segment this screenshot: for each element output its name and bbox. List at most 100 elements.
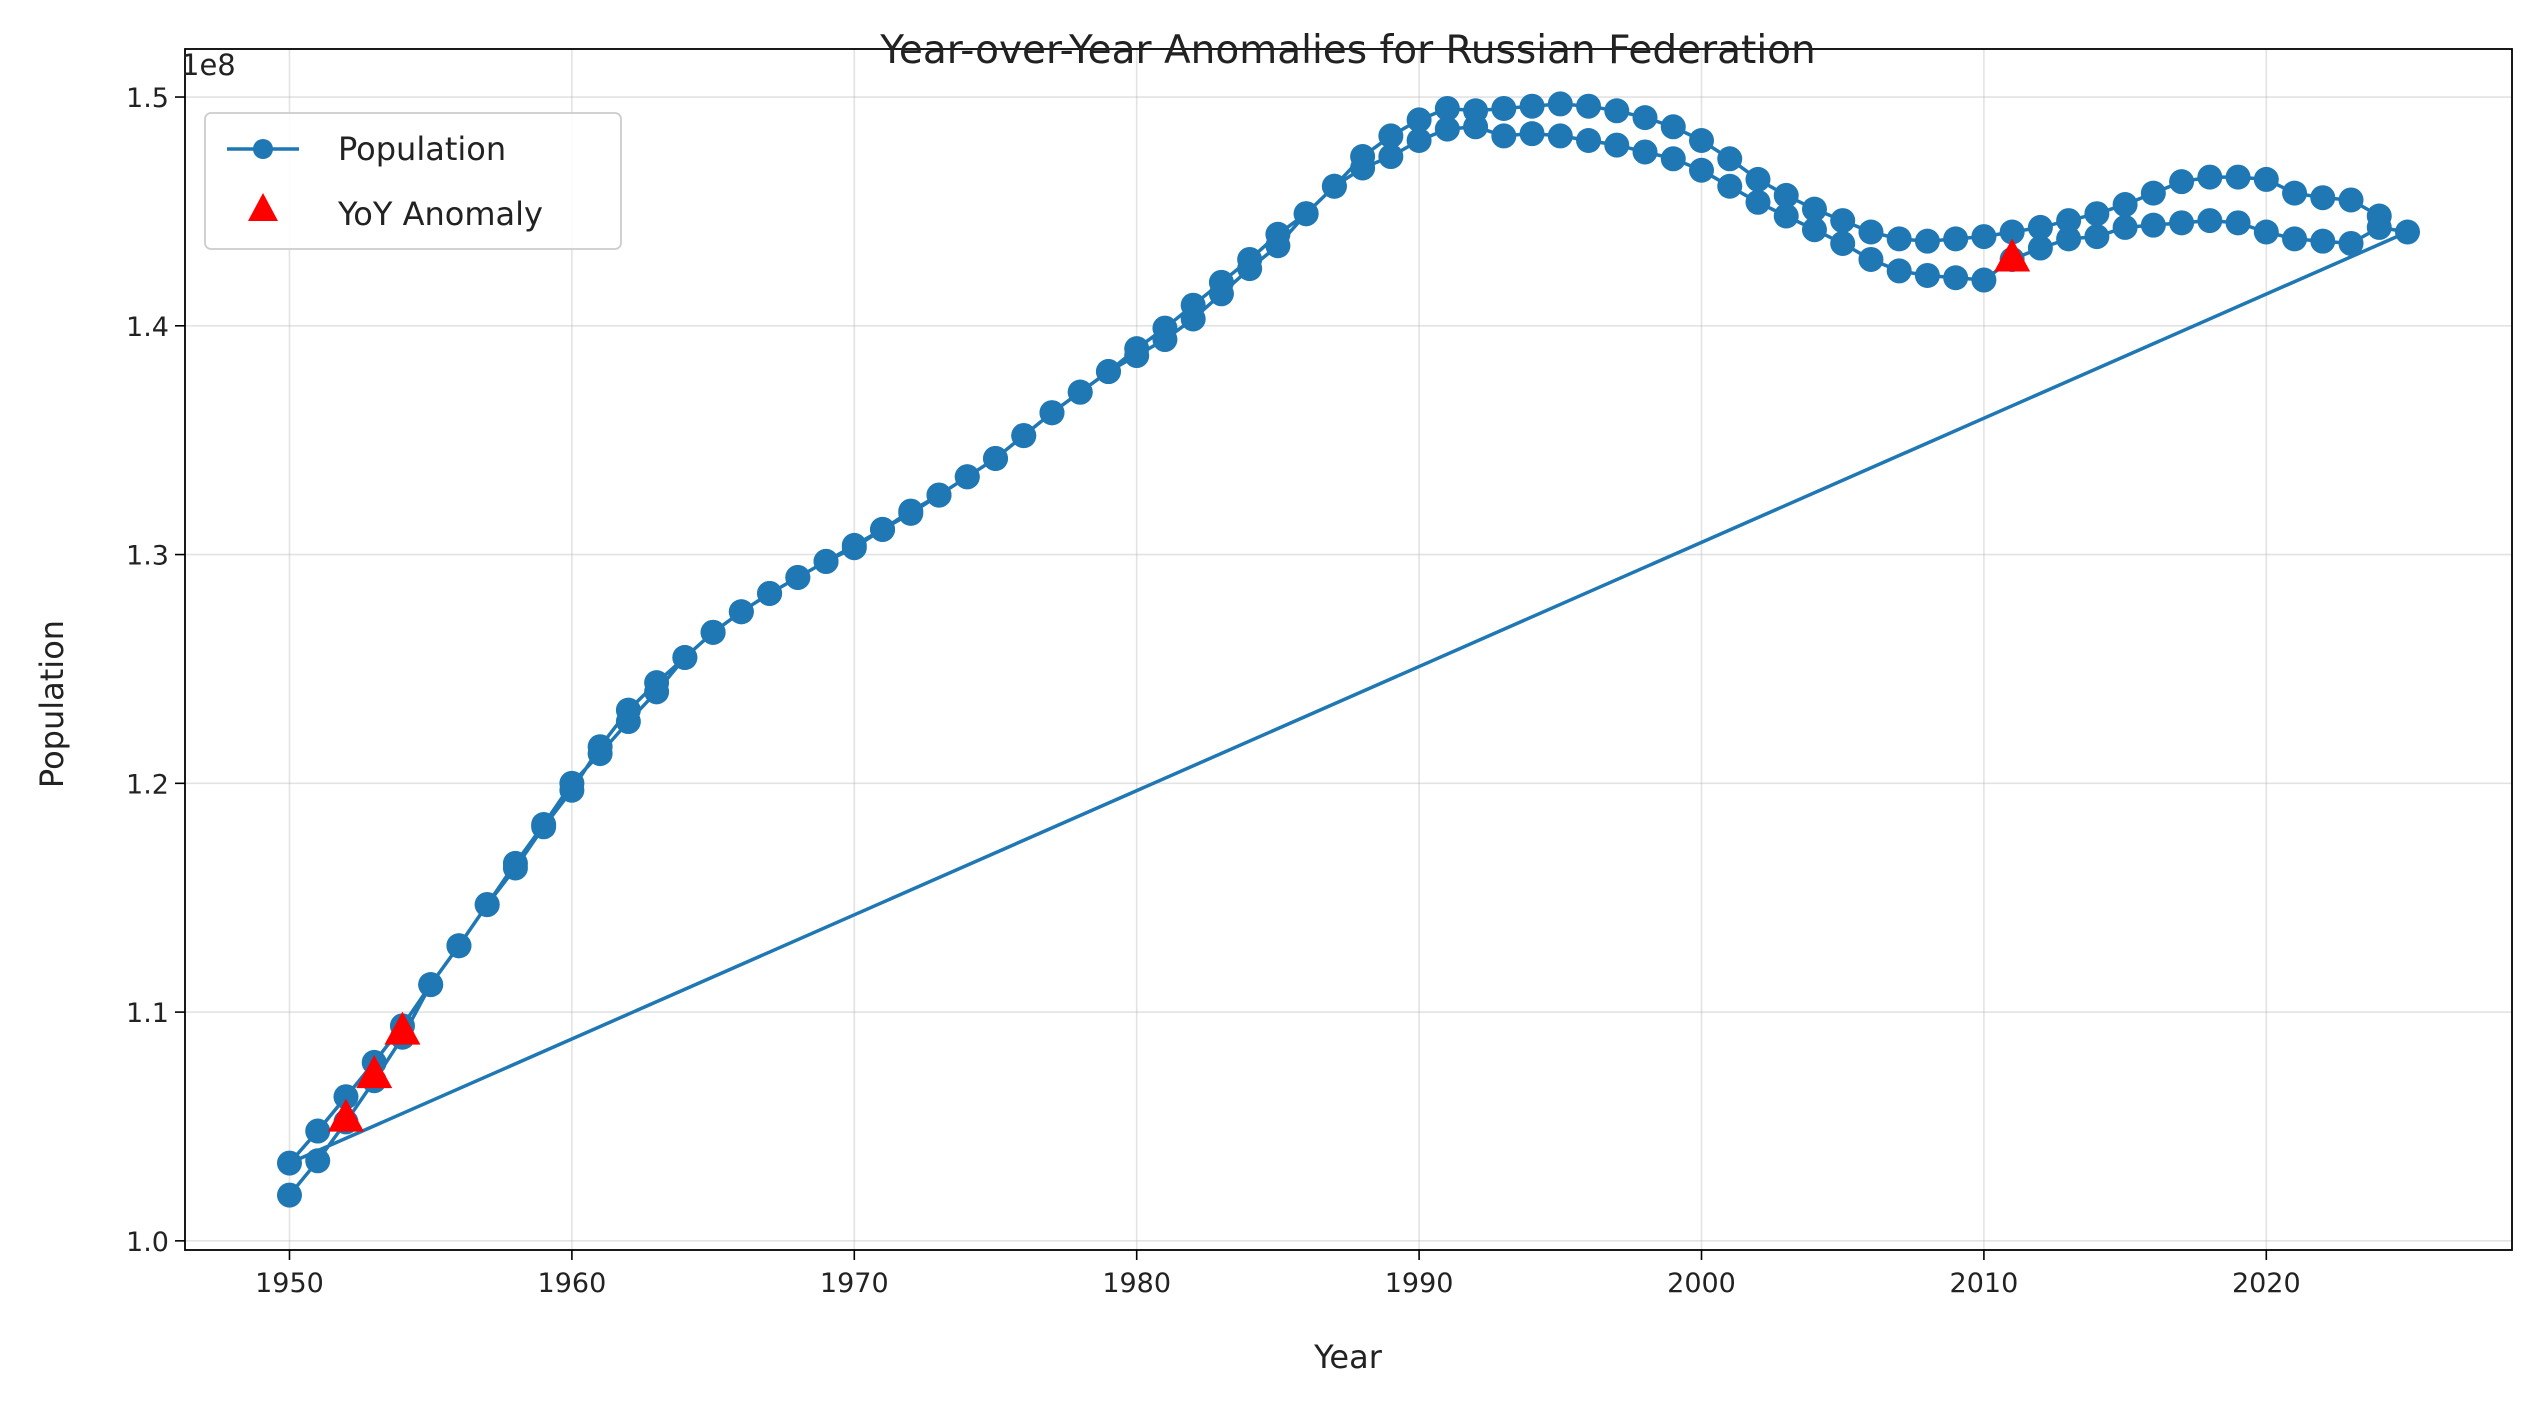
population-point (1067, 379, 1093, 405)
population-point (1208, 269, 1234, 295)
population-point (1321, 173, 1347, 199)
population-point (1830, 208, 1856, 234)
yoy-anomaly-marker (356, 1055, 393, 1089)
plot-frame (184, 48, 2513, 1251)
population-point (2140, 180, 2166, 206)
population-point (1801, 217, 1827, 243)
population-point (2366, 203, 2392, 229)
population-point (2253, 219, 2279, 245)
x-tick-label: 2010 (1950, 1268, 2019, 1299)
population-point (1378, 123, 1404, 149)
population-point (1914, 262, 1940, 288)
population-point (1011, 423, 1037, 449)
population-point (1801, 196, 1827, 222)
population-point (2112, 192, 2138, 218)
y-axis-title: Population (33, 620, 71, 788)
population-point (982, 445, 1008, 471)
x-tick-label: 1950 (255, 1268, 324, 1299)
population-point (333, 1084, 359, 1110)
population-point (1660, 146, 1686, 172)
y-tick-label: 1.3 (126, 541, 169, 572)
population-point (1858, 246, 1884, 272)
population-point (644, 670, 670, 696)
population-point (700, 619, 726, 645)
population-point (2225, 164, 2251, 190)
population-point (1745, 189, 1771, 215)
population-point (841, 532, 867, 558)
legend-population-marker-icon (253, 139, 273, 159)
population-point (1943, 265, 1969, 291)
population-point (587, 734, 613, 760)
population-point (2197, 208, 2223, 234)
population-point (305, 1118, 331, 1144)
y-tick-label: 1.0 (126, 1227, 169, 1258)
population-point (2310, 228, 2336, 254)
population-point (2197, 164, 2223, 190)
population-point (1971, 224, 1997, 250)
population-point (2338, 230, 2364, 256)
population-point (615, 697, 641, 723)
population-point (2282, 226, 2308, 252)
population-point (1773, 203, 1799, 229)
population-point (559, 777, 585, 803)
population-point (1858, 219, 1884, 245)
population-point (1547, 123, 1573, 149)
population-point (1491, 123, 1517, 149)
population-point (1745, 166, 1771, 192)
population-point (1717, 146, 1743, 172)
yoy-anomaly-marker (384, 1011, 421, 1045)
population-point (954, 464, 980, 490)
legend: Population YoY Anomaly (204, 112, 622, 250)
x-tick-label: 2000 (1667, 1268, 1736, 1299)
axis-ticks: 1950 1960 1970 1980 1990 2000 2010 2020 1.0 1.1 1.… (126, 83, 2301, 1299)
y-tick-label: 1.5 (126, 83, 169, 114)
population-point (1547, 91, 1573, 117)
population-point (1773, 182, 1799, 208)
y-tick-label: 1.4 (126, 312, 169, 343)
population-point (1095, 359, 1121, 385)
population-point (2084, 224, 2110, 250)
population-point (1519, 93, 1545, 119)
population-point (1604, 132, 1630, 158)
population-point (2169, 169, 2195, 195)
yoy-anomaly-marker (1994, 238, 2031, 272)
population-point (1830, 230, 1856, 256)
population-point (1463, 98, 1489, 124)
population-point (813, 548, 839, 574)
population-point (2027, 235, 2053, 261)
population-point (1350, 144, 1376, 170)
y-tick-label: 1.2 (126, 769, 169, 800)
population-point (926, 482, 952, 508)
population-point (1914, 228, 1940, 254)
population-point (1406, 128, 1432, 154)
population-point (785, 564, 811, 590)
population-point (1293, 201, 1319, 227)
population-point (1237, 246, 1263, 272)
population-point (2395, 219, 2421, 245)
x-tick-label: 1980 (1102, 1268, 1171, 1299)
legend-label-population: Population (338, 130, 506, 168)
population-point (1886, 258, 1912, 284)
population-point (1604, 98, 1630, 124)
population-point (1660, 114, 1686, 140)
grid (185, 49, 2512, 1250)
population-point (1632, 105, 1658, 131)
population-point (2056, 208, 2082, 234)
population-point (2084, 201, 2110, 227)
population-point (446, 933, 472, 959)
population-point (898, 498, 924, 524)
population-point (474, 892, 500, 918)
population-point (1689, 128, 1715, 154)
population-point (1689, 157, 1715, 183)
population-point (1886, 226, 1912, 252)
population-point (1406, 107, 1432, 133)
population-point (2056, 226, 2082, 252)
population-point (2112, 214, 2138, 240)
population-point (1943, 226, 1969, 252)
population-point (2282, 180, 2308, 206)
population-point (2253, 166, 2279, 192)
population-point (418, 972, 444, 998)
x-tick-label: 1970 (820, 1268, 889, 1299)
population-point (1434, 116, 1460, 142)
